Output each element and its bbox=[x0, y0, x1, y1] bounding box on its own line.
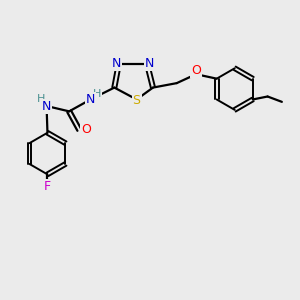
Text: N: N bbox=[42, 100, 51, 112]
Text: N: N bbox=[112, 57, 121, 70]
Text: O: O bbox=[191, 64, 201, 77]
Text: S: S bbox=[133, 94, 141, 107]
Text: N: N bbox=[86, 93, 95, 106]
Text: O: O bbox=[81, 123, 91, 136]
Text: N: N bbox=[145, 57, 154, 70]
Text: H: H bbox=[36, 94, 45, 104]
Text: H: H bbox=[93, 88, 101, 98]
Text: F: F bbox=[44, 180, 51, 194]
